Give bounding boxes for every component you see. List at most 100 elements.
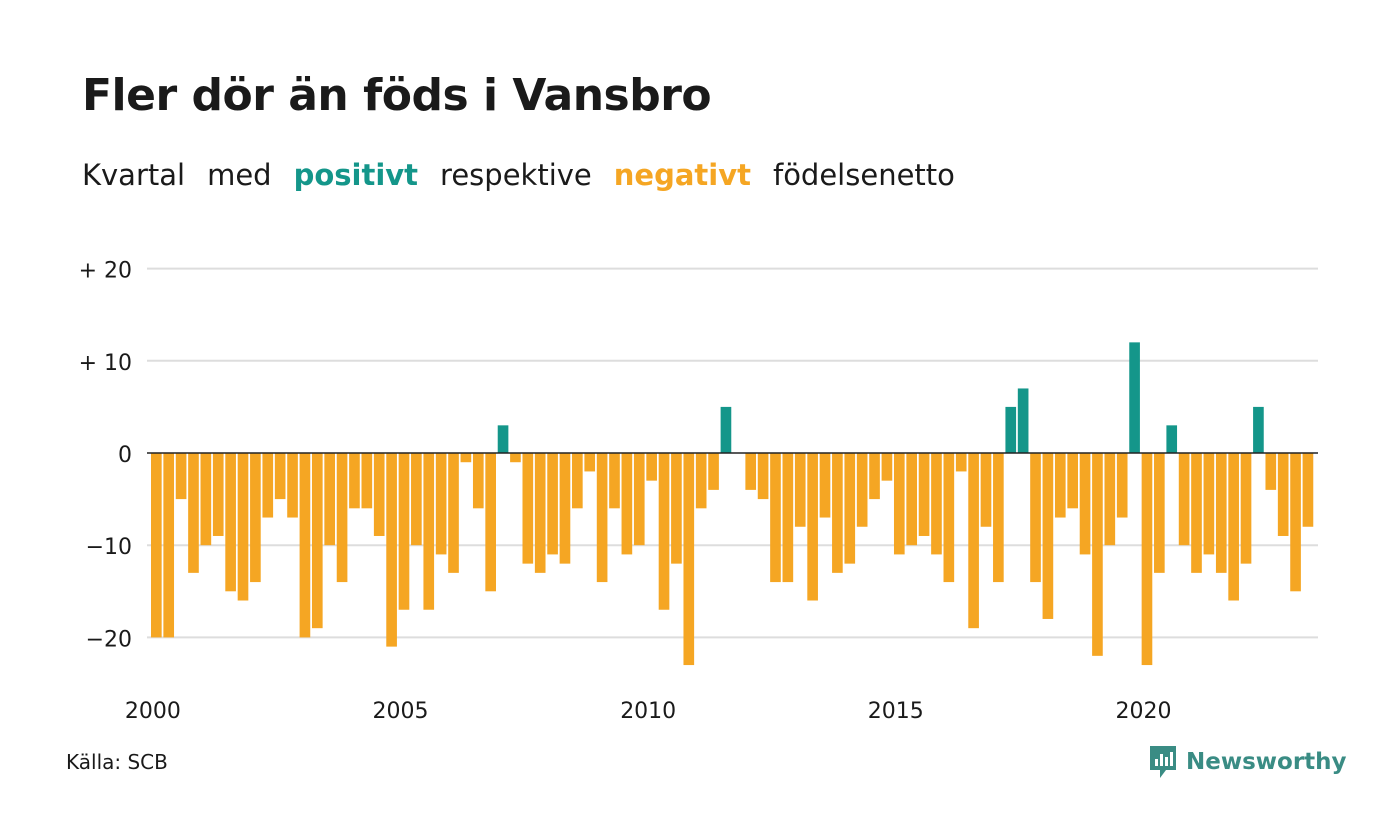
bar xyxy=(1104,453,1116,546)
y-tick-label: −20 xyxy=(86,627,132,652)
subtitle-part-4: födelsenetto xyxy=(772,158,955,192)
subtitle-part-2: med xyxy=(207,158,272,192)
bar xyxy=(1067,453,1078,509)
bar xyxy=(1302,453,1314,527)
bar xyxy=(163,453,175,638)
bar xyxy=(1228,453,1239,601)
chart-subtitle: Kvartal med positivt respektive negativt föde… xyxy=(82,158,977,192)
bar xyxy=(485,453,496,592)
subtitle-part-1: Kvartal xyxy=(82,158,186,192)
bar xyxy=(175,453,187,500)
bar xyxy=(572,453,583,509)
bar xyxy=(534,453,546,573)
bar xyxy=(250,453,261,583)
bar xyxy=(1030,453,1041,583)
brand-logo: Newsworthy xyxy=(1148,744,1347,780)
bar xyxy=(1277,453,1289,536)
bar xyxy=(311,453,323,629)
bar xyxy=(671,453,682,564)
bar xyxy=(497,425,509,453)
bar xyxy=(237,453,249,601)
bar xyxy=(1203,453,1215,555)
bar xyxy=(695,453,707,509)
y-tick-label: + 10 xyxy=(79,351,132,376)
bar xyxy=(844,453,856,564)
bar xyxy=(893,453,905,555)
bar xyxy=(782,453,794,583)
bar xyxy=(832,453,843,573)
bar xyxy=(869,453,880,500)
bar xyxy=(287,453,298,518)
bar xyxy=(225,453,236,592)
bar xyxy=(1092,453,1103,656)
bar xyxy=(819,453,831,518)
bar xyxy=(423,453,435,610)
y-tick-label: −10 xyxy=(86,535,132,560)
bar xyxy=(151,453,162,638)
bar xyxy=(621,453,633,555)
subtitle-negative-word: negativt xyxy=(613,158,751,192)
bar xyxy=(559,453,571,564)
subtitle-positive-word: positivt xyxy=(293,158,419,192)
chart-title: Fler dör än föds i Vansbro xyxy=(82,70,712,121)
y-tick-label: 0 xyxy=(118,443,132,468)
bar xyxy=(1290,453,1301,592)
bar xyxy=(1054,453,1066,518)
bar xyxy=(448,453,459,573)
subtitle-part-3: respektive xyxy=(440,158,592,192)
bar xyxy=(386,453,397,647)
bar xyxy=(1240,453,1252,564)
brand-name: Newsworthy xyxy=(1186,749,1347,775)
bar xyxy=(918,453,930,536)
bar xyxy=(510,453,521,463)
bar xyxy=(212,453,224,536)
bar xyxy=(794,453,806,527)
bar xyxy=(993,453,1004,583)
bar xyxy=(720,406,732,453)
bar xyxy=(1215,453,1227,573)
bar xyxy=(336,453,348,583)
bar xyxy=(373,453,385,536)
bar xyxy=(708,453,719,490)
bar xyxy=(1265,453,1277,490)
bar xyxy=(1005,406,1017,453)
bar xyxy=(658,453,670,610)
bar xyxy=(955,453,967,472)
bar xyxy=(633,453,645,546)
bar xyxy=(683,453,695,666)
bar xyxy=(361,453,373,509)
bar xyxy=(745,453,757,490)
bar xyxy=(398,453,410,610)
bar xyxy=(324,453,336,546)
bar xyxy=(1253,406,1264,453)
x-tick-label: 2015 xyxy=(868,699,924,724)
bar xyxy=(1079,453,1091,555)
source-note: Källa: SCB xyxy=(66,750,168,774)
bar xyxy=(1154,453,1165,573)
x-tick-label: 2020 xyxy=(1116,699,1172,724)
bar xyxy=(299,453,311,638)
bar xyxy=(584,453,596,472)
bar xyxy=(262,453,274,518)
bar xyxy=(596,453,608,583)
bar xyxy=(943,453,955,583)
bar xyxy=(200,453,212,546)
bar xyxy=(1017,388,1029,453)
bar xyxy=(188,453,199,573)
bar xyxy=(435,453,447,555)
x-tick-label: 2000 xyxy=(125,699,181,724)
newsworthy-logo-icon xyxy=(1150,746,1176,778)
bar xyxy=(349,453,360,509)
bar xyxy=(1042,453,1054,619)
x-tick-label: 2005 xyxy=(373,699,429,724)
bar xyxy=(906,453,918,546)
bar xyxy=(1178,453,1190,546)
bar xyxy=(807,453,818,601)
bar xyxy=(770,453,781,583)
bar xyxy=(547,453,558,555)
bar xyxy=(980,453,992,527)
bar xyxy=(757,453,769,500)
x-tick-label: 2010 xyxy=(620,699,676,724)
bar xyxy=(411,453,422,546)
